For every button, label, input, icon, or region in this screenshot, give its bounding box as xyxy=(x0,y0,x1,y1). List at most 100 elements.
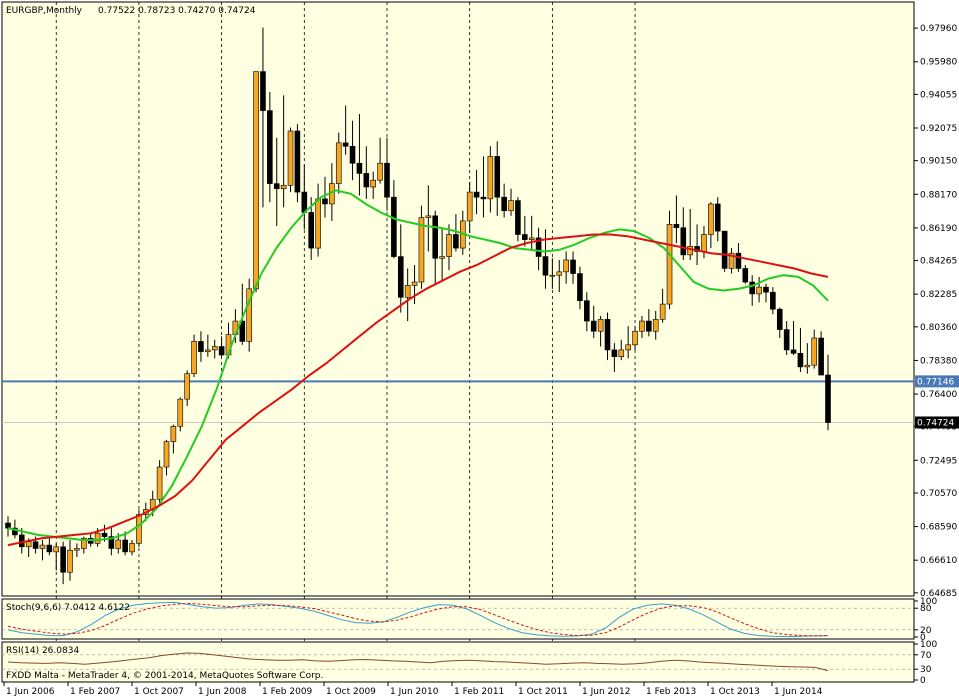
candle-body xyxy=(136,514,142,544)
candle-body xyxy=(12,527,18,536)
pane-tick-label: 80 xyxy=(920,604,932,614)
price-tick-label: 0.64685 xyxy=(920,589,957,599)
candle-body xyxy=(294,130,301,193)
candle-body xyxy=(549,274,556,277)
horizontal-level-badge xyxy=(915,375,959,388)
candle-body xyxy=(756,286,762,295)
candle-body xyxy=(701,234,707,252)
candle-body xyxy=(439,256,445,259)
chart-ohlc-label: 0.77522 0.78723 0.74270 0.74724 xyxy=(98,6,256,16)
candle-body xyxy=(74,548,80,551)
candle-body xyxy=(342,142,349,147)
stoch-pane-background xyxy=(1,598,915,640)
candle-body xyxy=(632,330,638,346)
candle-body xyxy=(46,544,53,553)
candle-body xyxy=(453,234,459,249)
stoch-lines xyxy=(2,601,914,638)
candle-body xyxy=(466,191,473,222)
candle-body xyxy=(590,320,597,332)
time-tick-label: 1 Feb 2007 xyxy=(70,687,120,697)
candle-body xyxy=(659,303,666,320)
candle-body xyxy=(177,398,184,427)
candle-body xyxy=(735,252,742,269)
candle-body xyxy=(673,224,680,229)
candle-body xyxy=(94,532,101,544)
candle-body xyxy=(611,349,618,358)
candle-body xyxy=(53,546,60,553)
candle-body xyxy=(308,212,314,249)
time-tick-label: 1 Feb 2011 xyxy=(454,687,504,697)
candle-body xyxy=(218,346,225,356)
candle-body xyxy=(163,441,170,468)
candle-body xyxy=(742,268,749,283)
price-tick-label: 0.88170 xyxy=(920,190,957,200)
candle-body xyxy=(522,234,528,240)
candle-body xyxy=(473,191,480,198)
time-tick-label: 1 Jun 2012 xyxy=(582,687,630,697)
price-tick-label: 0.92075 xyxy=(920,124,957,134)
candle-body xyxy=(67,549,73,573)
candle-body xyxy=(570,259,576,274)
pane-tick-label: 0 xyxy=(920,633,926,643)
candle-body xyxy=(515,200,521,235)
candle-body xyxy=(487,156,494,200)
candle-body xyxy=(728,252,735,269)
pane-tick-label: 20 xyxy=(920,626,932,636)
candle-body xyxy=(301,191,308,213)
candle-body xyxy=(680,227,687,256)
candle-body xyxy=(708,203,714,235)
candle-body xyxy=(494,156,501,198)
candle-body xyxy=(721,230,728,269)
candle-body xyxy=(184,373,190,400)
candle-body xyxy=(205,349,211,352)
candle-body xyxy=(501,196,507,212)
candle-body xyxy=(604,319,611,351)
candle-body xyxy=(267,110,273,184)
candle-body xyxy=(391,196,397,257)
candle-body xyxy=(425,215,432,218)
candle-body xyxy=(5,522,11,529)
current-price-badge xyxy=(915,416,959,429)
candle-body xyxy=(239,320,246,342)
candle-body xyxy=(211,346,218,351)
candle-body xyxy=(797,353,804,368)
candle-body xyxy=(39,544,46,549)
candle-body xyxy=(687,246,693,256)
candle-body xyxy=(804,364,811,368)
candle-body xyxy=(108,536,115,549)
candle-body xyxy=(646,320,652,332)
candle-body xyxy=(770,291,776,310)
ma-fast-line xyxy=(7,189,829,541)
rsi-line xyxy=(7,652,829,672)
candle-body xyxy=(542,256,549,276)
price-tick-label: 0.70570 xyxy=(920,489,957,499)
price-tick-label: 0.78380 xyxy=(920,356,957,366)
candle-body xyxy=(763,286,769,293)
time-tick-label: 1 Oct 2007 xyxy=(134,687,184,697)
candle-body xyxy=(156,466,163,500)
time-tick-label: 1 Oct 2011 xyxy=(518,687,568,697)
price-tick-label: 0.82285 xyxy=(920,290,957,300)
candle-body xyxy=(446,234,452,257)
candles xyxy=(5,27,831,585)
horizontal-level-label: 0.77146 xyxy=(917,377,954,387)
price-tick-label: 0.95980 xyxy=(920,58,957,68)
candle-body xyxy=(397,256,404,298)
candle-body xyxy=(315,198,321,249)
candle-body xyxy=(404,285,411,298)
current-price-label: 0.74724 xyxy=(917,418,954,428)
candle-body xyxy=(825,374,831,423)
candle-body xyxy=(556,271,563,276)
candle-body xyxy=(535,237,542,257)
rsi-pane-background xyxy=(1,641,915,683)
candle-body xyxy=(129,543,135,553)
time-axis: 1 Jun 2006 1 Feb 2007 1 Oct 2007 1 Jun 2008… xyxy=(3,682,823,697)
price-axis: 0.97960 0.95980 0.94055 0.92075 0.90150 0.881… xyxy=(914,24,959,599)
candle-body xyxy=(639,320,645,332)
stoch-title: Stoch(9,6,6) 7.0412 4.6122 xyxy=(6,603,130,613)
candle-body xyxy=(776,308,783,330)
candle-body xyxy=(370,179,377,188)
